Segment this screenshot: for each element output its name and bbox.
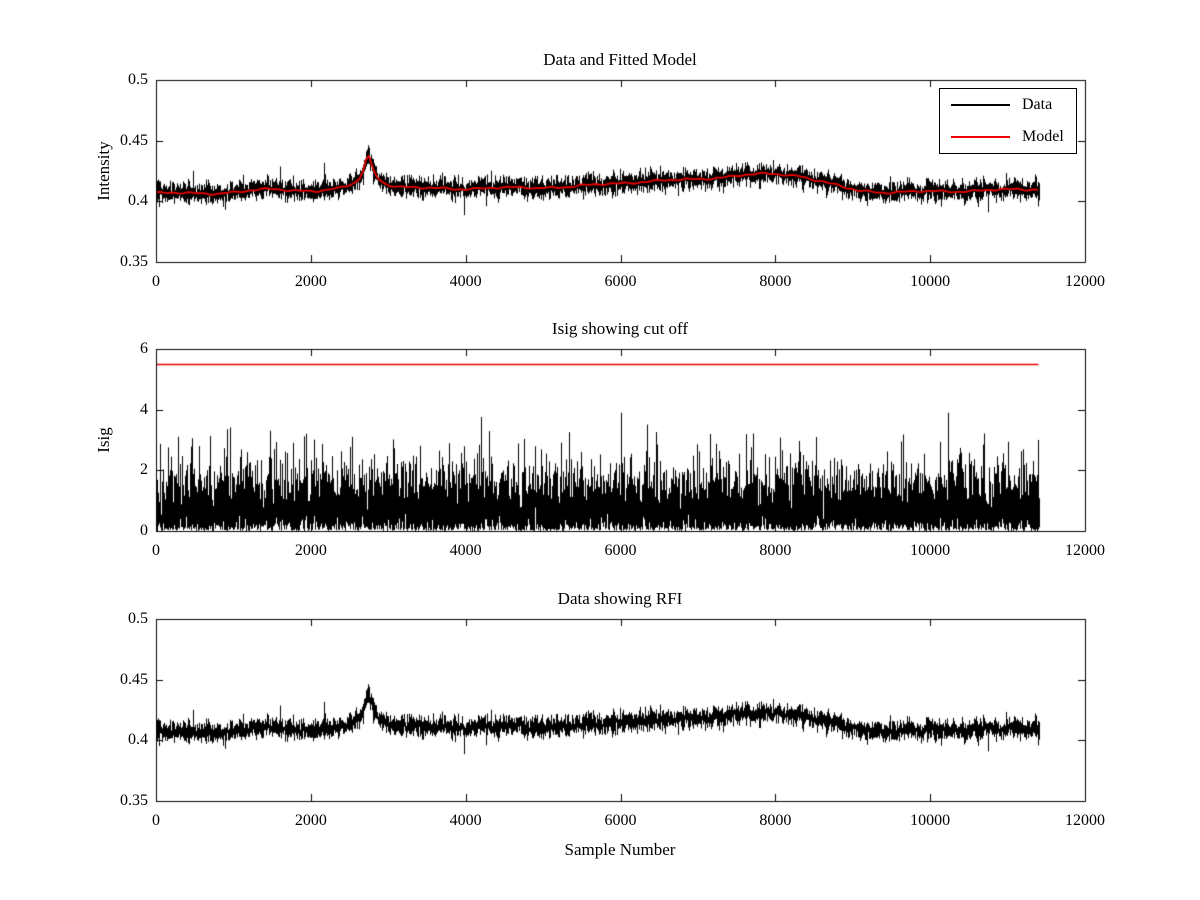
subplot1-xtick-label: 6000 xyxy=(604,273,637,290)
subplot1-ytick-label: 0.4 xyxy=(128,192,148,210)
legend-entry-data: Data xyxy=(940,89,1076,121)
subplot3-xtick-label: 12000 xyxy=(1065,812,1105,829)
subplot2-ytick-label: 6 xyxy=(140,340,148,357)
subplot2-ylabel: Isig xyxy=(94,427,113,453)
subplot2-xtick-label: 10000 xyxy=(910,542,951,559)
model-line-sample xyxy=(951,136,1010,138)
legend-label-data: Data xyxy=(1022,96,1053,113)
subplot3-ytick-label: 0.4 xyxy=(128,731,148,749)
subplot3-title: Data showing RFI xyxy=(557,589,683,608)
subplot2-ytick-label: 4 xyxy=(140,400,148,418)
subplot3-xtick-label: 6000 xyxy=(604,812,637,829)
subplot2-ytick-label: 0 xyxy=(140,522,148,539)
subplot1-xtick-label: 10000 xyxy=(910,273,951,290)
subplot3-ytick-label: 0.45 xyxy=(120,670,148,688)
subplot3-ytick-label: 0.5 xyxy=(128,610,148,627)
legend-label-model: Model xyxy=(1022,128,1064,145)
subplot3-xtick-label: 8000 xyxy=(759,812,792,829)
subplot1-xtick-label: 2000 xyxy=(294,273,327,290)
subplot1-ytick-label: 0.35 xyxy=(120,253,148,270)
subplot1-ytick-label: 0.5 xyxy=(128,71,148,88)
subplot3-xtick-label: 0 xyxy=(152,812,160,829)
subplot2-xtick-label: 4000 xyxy=(449,542,482,559)
subplot1-title: Data and Fitted Model xyxy=(543,50,697,69)
subplot2-xtick-label: 12000 xyxy=(1065,542,1105,559)
subplot1-xtick-label: 8000 xyxy=(759,273,792,290)
subplot3-ytick-label: 0.35 xyxy=(120,792,148,809)
data-line-sample xyxy=(951,104,1010,106)
subplot3-xtick-label: 10000 xyxy=(910,812,951,829)
x-axis-label: Sample Number xyxy=(564,840,676,859)
subplot2-title: Isig showing cut off xyxy=(551,319,689,338)
subplot3-xtick-label: 4000 xyxy=(449,812,482,829)
subplot2-ytick-label: 2 xyxy=(140,461,148,479)
legend-entry-model: Model xyxy=(940,121,1076,153)
subplot2-xtick-label: 0 xyxy=(152,542,160,559)
subplot2-xtick-label: 6000 xyxy=(604,542,637,559)
subplot2-xtick-label: 8000 xyxy=(759,542,792,559)
subplot3-xtick-label: 2000 xyxy=(294,812,327,829)
subplot1-xtick-label: 4000 xyxy=(449,273,482,290)
subplot1-xtick-label: 0 xyxy=(152,273,160,290)
subplot1-xtick-label: 12000 xyxy=(1065,273,1105,290)
subplot2-xtick-label: 2000 xyxy=(294,542,327,559)
legend: Data Model xyxy=(939,88,1077,154)
subplot1-ytick-label: 0.45 xyxy=(120,131,148,149)
